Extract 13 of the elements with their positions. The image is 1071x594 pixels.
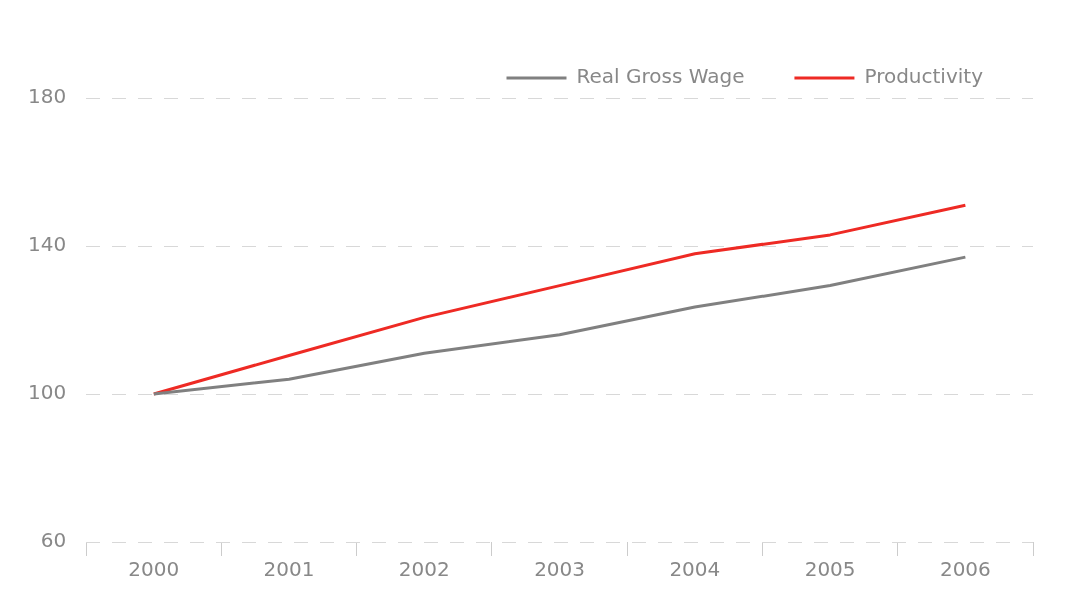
x-tick-label: 2002 <box>398 557 450 582</box>
x-tick-label: 2003 <box>534 557 586 582</box>
y-tick-label: 140 <box>27 232 67 257</box>
y-tick-label: 60 <box>40 528 67 553</box>
legend-label: Productivity <box>864 64 984 89</box>
x-tick-label: 2005 <box>804 557 856 582</box>
x-tick-label: 2006 <box>939 557 991 582</box>
legend-label: Real Gross Wage <box>576 64 745 89</box>
y-tick-label: 100 <box>27 380 67 405</box>
y-tick-label: 180 <box>27 84 67 109</box>
x-tick-label: 2004 <box>669 557 721 582</box>
x-tick-label: 2001 <box>263 557 315 582</box>
x-tick-label: 2000 <box>128 557 180 582</box>
